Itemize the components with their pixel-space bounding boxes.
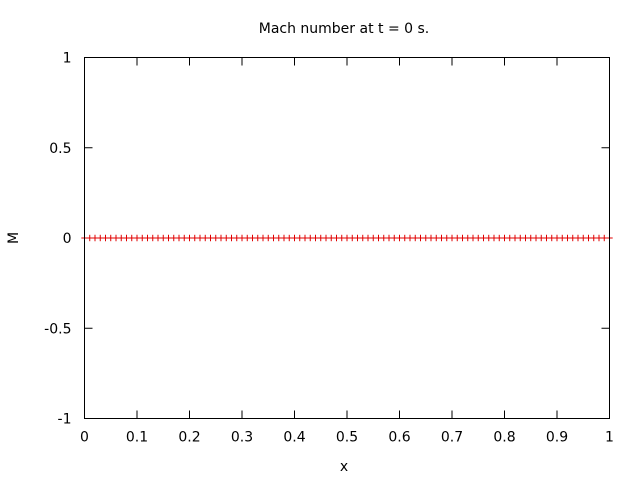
x-tick-label: 0.4 [283, 430, 305, 446]
x-tick-label: 0 [80, 430, 89, 446]
y-tick-label: -1 [58, 412, 72, 428]
x-tick-label: 0.9 [546, 430, 568, 446]
plot-border [84, 57, 610, 419]
x-tick-label: 0.3 [231, 430, 253, 446]
y-tick-label: -0.5 [44, 321, 71, 337]
x-tick-label: 0.1 [126, 430, 148, 446]
x-tick-label: 0.6 [388, 430, 410, 446]
x-axis: 0 0.1 0.2 0.3 0.4 0.5 0.6 0.7 0.8 0.9 1 [80, 57, 614, 446]
chart-title: Mach number at t = 0 s. [259, 21, 430, 37]
x-axis-label: x [340, 459, 348, 475]
x-tick-label: 0.7 [441, 430, 463, 446]
x-tick-label: 1 [605, 430, 614, 446]
x-tick-label: 0.8 [493, 430, 515, 446]
y-tick-label: 0 [63, 231, 72, 247]
y-axis: 1 0.5 0 -0.5 -1 [44, 51, 610, 428]
y-axis-label: M [6, 232, 22, 244]
x-tick-label: 0.5 [336, 430, 358, 446]
x-tick-label: 0.2 [178, 430, 200, 446]
data-series [81, 234, 613, 242]
y-tick-label: 1 [63, 51, 72, 67]
y-tick-label: 0.5 [49, 141, 71, 157]
